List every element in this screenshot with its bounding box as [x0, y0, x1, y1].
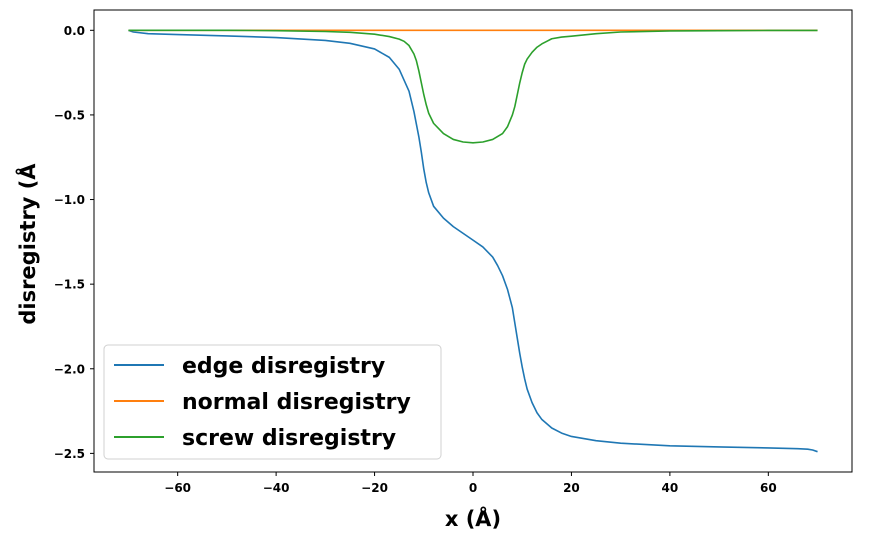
x-tick-label: 0: [469, 481, 477, 495]
x-tick-label: −20: [361, 481, 388, 495]
y-tick-label: 0.0: [64, 24, 85, 38]
y-tick-label: −0.5: [54, 108, 85, 122]
x-tick-label: −40: [263, 481, 290, 495]
legend-box: [103, 344, 442, 460]
y-tick-label: −1.0: [54, 193, 85, 207]
y-axis-label: disregistry (Å: [15, 163, 40, 325]
legend-label-edge-disregistry: edge disregistry: [182, 354, 385, 379]
legend-label-screw-disregistry: screw disregistry: [182, 426, 396, 451]
legend-label-normal-disregistry: normal disregistry: [182, 390, 411, 415]
y-tick-label: −2.0: [54, 362, 85, 376]
y-tick-label: −1.5: [54, 278, 85, 292]
series-line-edge-disregistry: [128, 29, 818, 453]
series-layer: [128, 29, 818, 453]
x-axis-ticks: −60 −40 −20 0 20 40 60: [164, 472, 777, 495]
y-axis-ticks: 0.0 −0.5 −1.0 −1.5 −2.0 −2.5: [54, 24, 94, 461]
series-line-screw-disregistry: [128, 29, 818, 144]
x-tick-label: 60: [760, 481, 777, 495]
x-tick-label: 40: [662, 481, 679, 495]
x-tick-label: −60: [164, 481, 191, 495]
y-tick-label: −2.5: [54, 447, 85, 461]
x-tick-label: 20: [563, 481, 580, 495]
legend: edge disregistry normal disregistry screw …: [103, 344, 442, 460]
x-axis-label: x (Å): [445, 506, 501, 531]
